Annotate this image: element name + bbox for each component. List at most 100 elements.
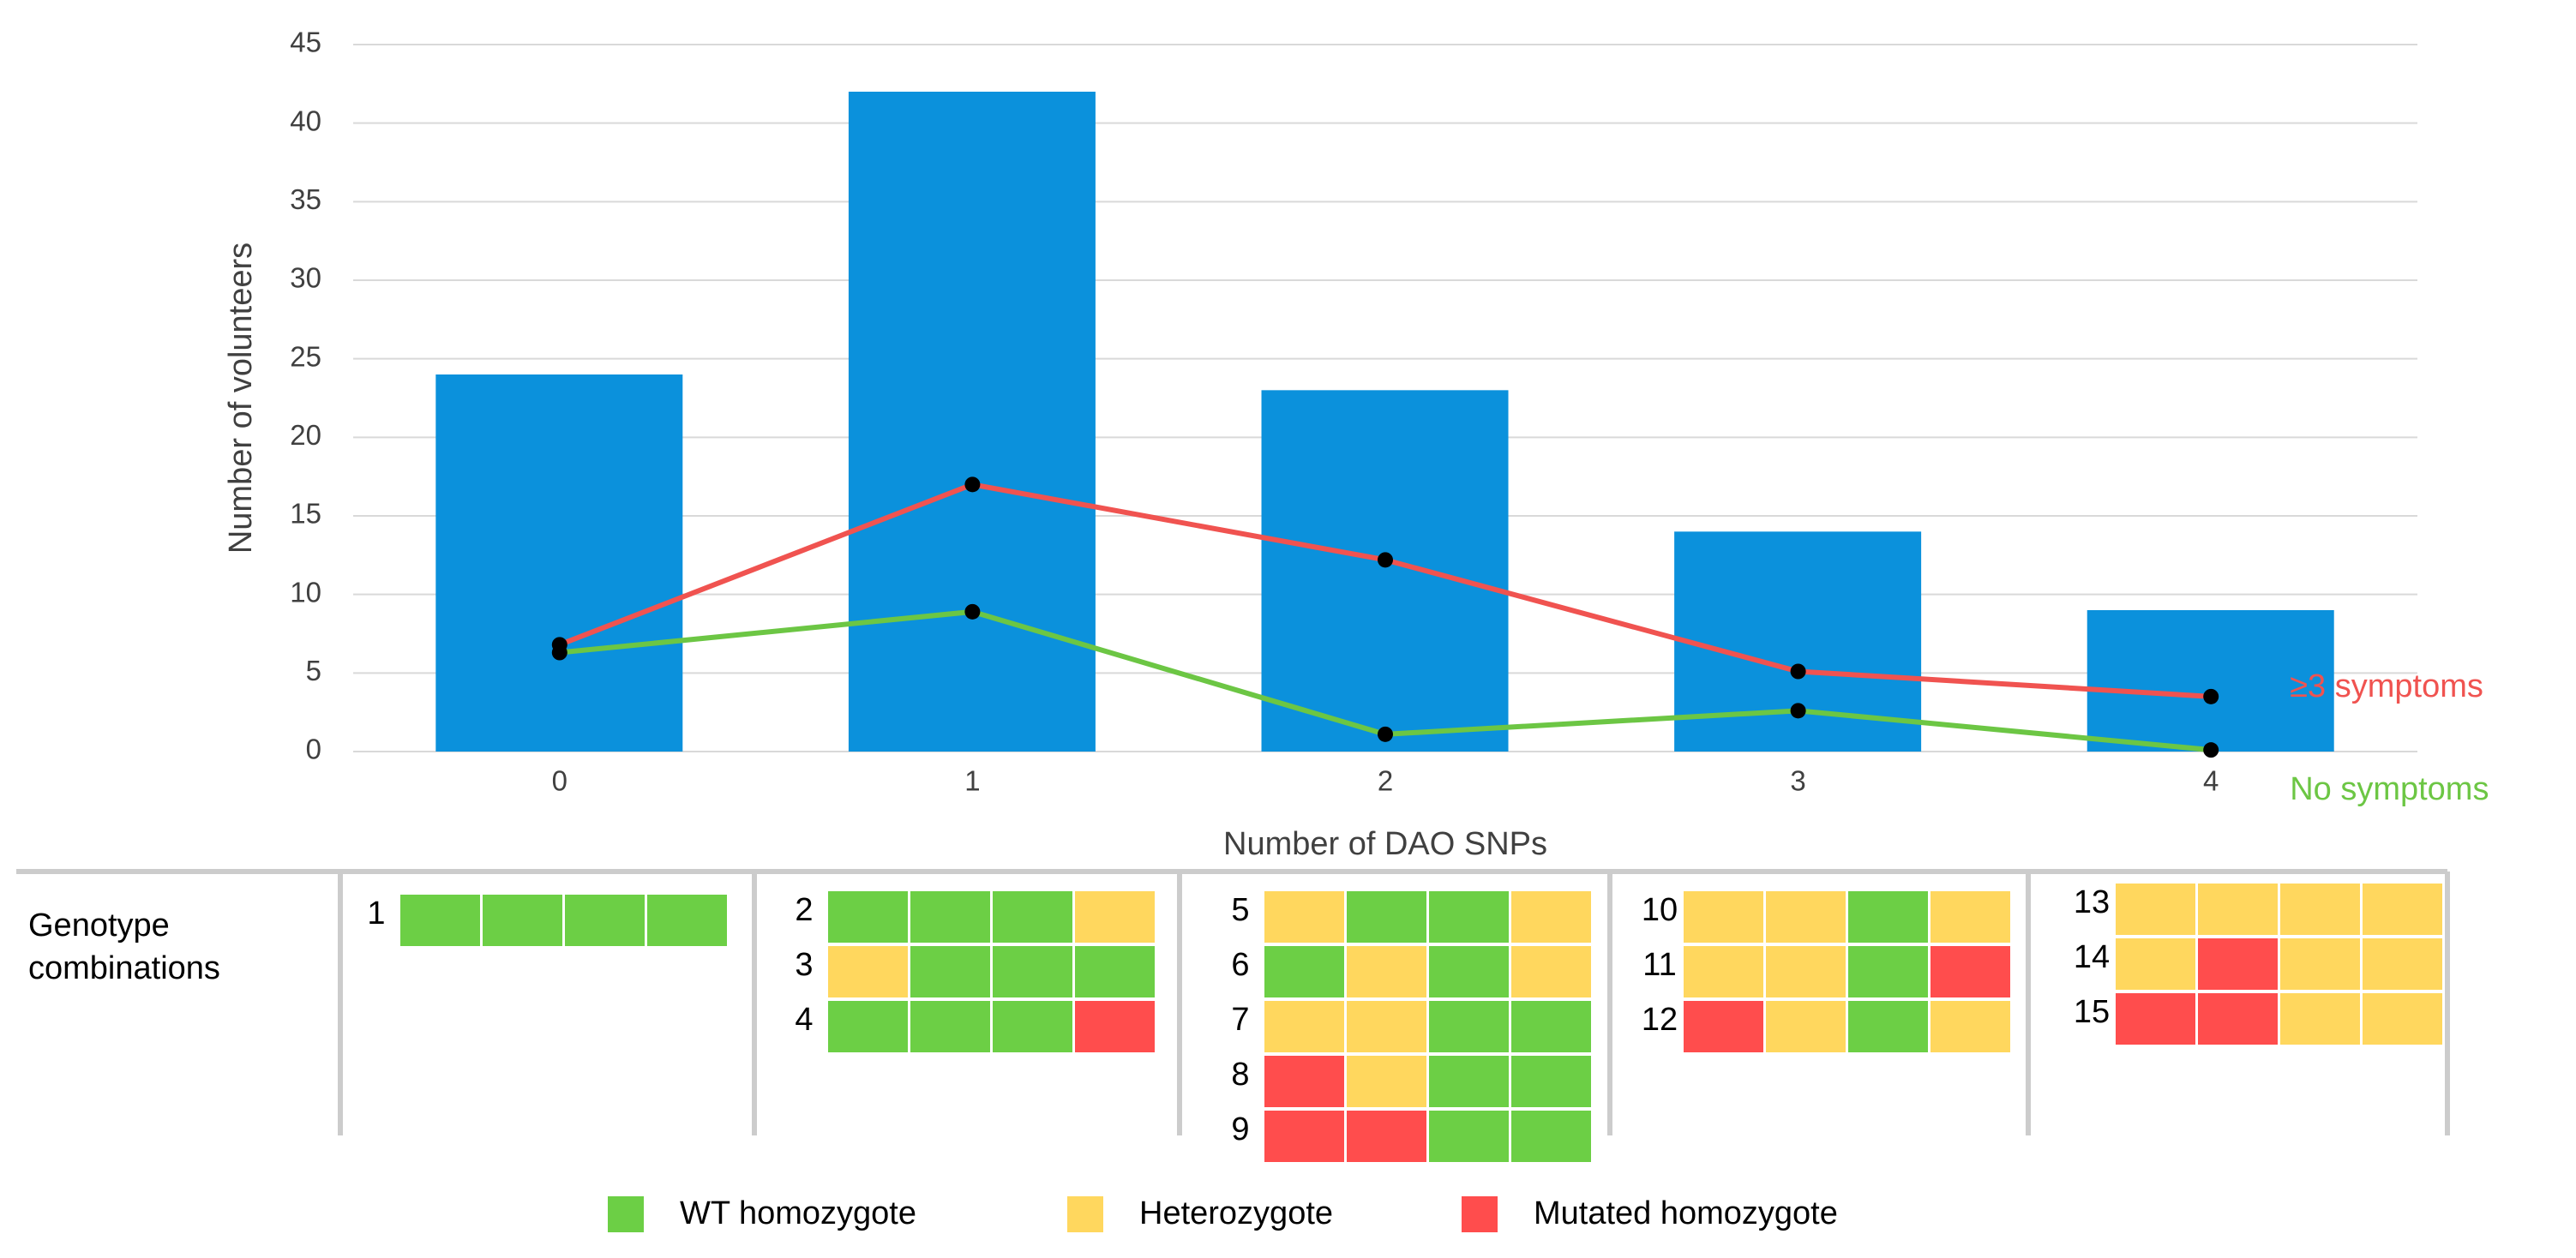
line-marker [1378, 726, 1393, 742]
line-marker [1790, 703, 1806, 719]
genotype-cell [1848, 891, 1928, 943]
genotype-cell [2198, 993, 2278, 1045]
genotype-cell [1347, 946, 1426, 997]
genotype-cell [2280, 884, 2360, 935]
bar [848, 92, 1096, 752]
genotype-cell [1848, 1001, 1928, 1052]
genotype-cell [2363, 993, 2442, 1045]
genotype-cell [1264, 1001, 1344, 1052]
y-tick-label: 15 [290, 498, 321, 530]
line-marker [964, 603, 981, 620]
genotype-cell [1429, 946, 1509, 997]
genotype-cell [1347, 891, 1426, 943]
genotype-cell [1264, 1056, 1344, 1107]
genotype-cell [2280, 993, 2360, 1045]
row-label: 3 [795, 947, 813, 983]
genotype-cell [1075, 891, 1155, 943]
line-marker [551, 644, 567, 661]
genotype-cell [2363, 884, 2442, 935]
y-tick-label: 35 [290, 183, 321, 215]
series-label: ≥3 symptoms [2290, 668, 2483, 704]
genotype-cell [910, 946, 990, 997]
y-tick-label: 40 [290, 105, 321, 136]
genotype-cell [1511, 891, 1591, 943]
genotype-cell [1347, 1001, 1426, 1052]
genotype-cell [828, 1001, 908, 1052]
legend-label: Heterozygote [1139, 1195, 1333, 1231]
x-tick-label: 0 [552, 765, 567, 797]
genotype-cell [647, 895, 727, 946]
y-tick-label: 5 [306, 655, 321, 686]
genotype-cell [2116, 993, 2195, 1045]
legend-label: Mutated homozygote [1534, 1195, 1838, 1231]
genotype-cell [1429, 891, 1509, 943]
genotype-cell [1684, 891, 1763, 943]
row-label: 1 [367, 896, 385, 932]
x-axis-title: Number of DAO SNPs [1223, 826, 1547, 862]
genotype-cell [483, 895, 562, 946]
genotype-cell [2363, 938, 2442, 990]
row-label: 10 [1642, 892, 1678, 928]
bar [2087, 610, 2334, 752]
genotype-cell [1930, 1001, 2010, 1052]
genotype-cell [1429, 1056, 1509, 1107]
genotype-cell [400, 895, 480, 946]
genotype-cell [828, 891, 908, 943]
legend-label: WT homozygote [680, 1195, 916, 1231]
row-label: 12 [1642, 1002, 1678, 1038]
genotype-cell [1930, 891, 2010, 943]
genotype-cell [1766, 946, 1846, 997]
genotype-cell [1347, 1056, 1426, 1107]
genotype-cell [910, 891, 990, 943]
row-label: 2 [795, 892, 813, 928]
genotype-cell [828, 946, 908, 997]
x-tick-label: 4 [2203, 765, 2219, 797]
row-label: 8 [1231, 1057, 1249, 1093]
line-marker [1790, 663, 1806, 680]
row-label: 9 [1231, 1111, 1249, 1147]
legend-swatch [1462, 1196, 1498, 1232]
genotype-cell [993, 1001, 1072, 1052]
genotype-cell [1684, 1001, 1763, 1052]
genotype-cell [2198, 884, 2278, 935]
line-marker [2203, 742, 2219, 758]
line-marker [964, 476, 981, 493]
genotype-cell [910, 1001, 990, 1052]
genotype-cell [1429, 1111, 1509, 1162]
genotype-cell [993, 946, 1072, 997]
bar [1261, 390, 1509, 752]
y-tick-label: 30 [290, 262, 321, 294]
row-label: 5 [1231, 892, 1249, 928]
genotype-cell [1264, 1111, 1344, 1162]
genotype-cell [1930, 946, 2010, 997]
y-tick-label: 45 [290, 27, 321, 58]
genotype-cell [1264, 891, 1344, 943]
row-label: 11 [1642, 947, 1676, 983]
genotype-cell [2116, 884, 2195, 935]
genotype-cell [1848, 946, 1928, 997]
y-tick-label: 20 [290, 419, 321, 451]
genotype-cell [565, 895, 645, 946]
genotype-cell [1766, 1001, 1846, 1052]
genotype-cell [1511, 1001, 1591, 1052]
genotype-cell [1429, 1001, 1509, 1052]
genotype-cell [1511, 1111, 1591, 1162]
genotype-cell [1766, 891, 1846, 943]
genotype-cell [1511, 946, 1591, 997]
row-label: 4 [795, 1002, 813, 1038]
row-label: 13 [2074, 884, 2110, 920]
genotype-cell [1347, 1111, 1426, 1162]
row-label: 14 [2074, 939, 2110, 975]
bar [435, 374, 683, 752]
line-marker [2203, 688, 2219, 704]
genotype-cell [1684, 946, 1763, 997]
y-tick-label: 0 [306, 734, 321, 765]
y-axis-title: Number of volunteers [223, 243, 259, 554]
y-tick-label: 25 [290, 340, 321, 372]
row-label: 6 [1231, 947, 1249, 983]
legend-swatch [1067, 1196, 1103, 1232]
x-tick-label: 2 [1378, 765, 1393, 797]
x-tick-label: 1 [964, 765, 980, 797]
